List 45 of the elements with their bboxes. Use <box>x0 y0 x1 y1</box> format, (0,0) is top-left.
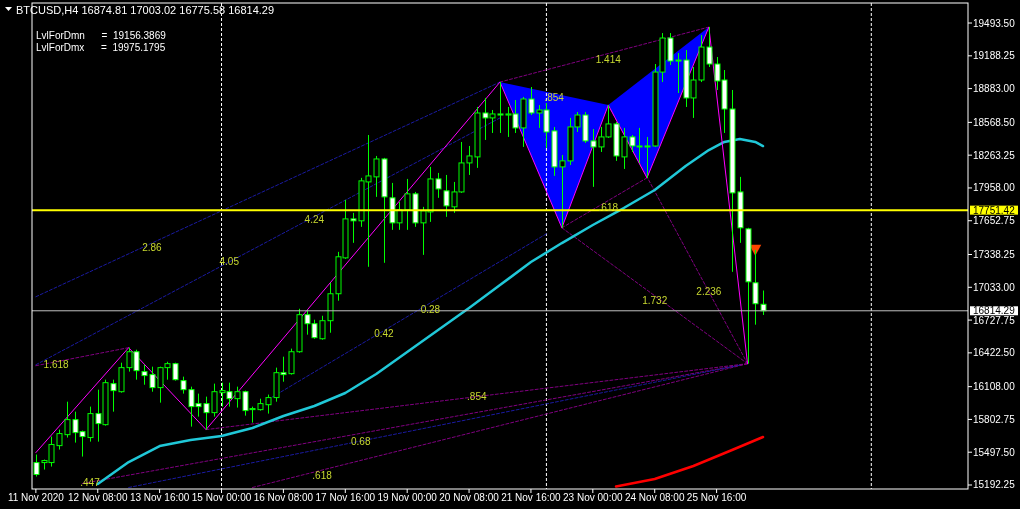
x-tick-label: 25 Nov 16:00 <box>686 492 747 503</box>
y-tick-label: 19188.25 <box>973 50 1016 62</box>
y-tick-label: 19493.50 <box>973 17 1016 29</box>
x-tick-label: 21 Nov 16:00 <box>501 492 562 503</box>
annotation: 4.05 <box>219 256 240 268</box>
annotation: 0.68 <box>351 435 371 447</box>
ref-line-label: 17751.42 <box>973 204 1016 216</box>
annotation: 0.42 <box>374 328 395 340</box>
y-tick-label: 16727.75 <box>973 314 1016 326</box>
x-tick-label: 23 Nov 00:00 <box>563 492 623 503</box>
annotation: .854 <box>467 391 487 403</box>
y-tick-label: 17338.25 <box>973 249 1016 261</box>
y-tick-label: 18883.00 <box>973 83 1016 95</box>
annotation: 4.24 <box>304 214 325 226</box>
y-tick-label: 15802.75 <box>973 413 1016 425</box>
x-tick-label: 15 Nov 00:00 <box>191 492 252 503</box>
annotation: .447 <box>80 476 101 488</box>
annotation: LvlForDmn = 19156.3869 <box>36 29 167 41</box>
annotation: 1.732 <box>642 295 668 307</box>
x-tick-label: 12 Nov 08:00 <box>68 492 128 503</box>
x-tick-label: 11 Nov 2020 <box>7 492 65 503</box>
x-tick-label: 16 Nov 08:00 <box>253 492 314 503</box>
annotation: 2.236 <box>696 286 722 298</box>
x-tick-label: 24 Nov 08:00 <box>624 492 685 503</box>
y-tick-label: 16422.50 <box>973 347 1016 359</box>
y-tick-label: 18568.50 <box>973 116 1016 128</box>
x-tick-label: 19 Nov 00:00 <box>377 492 438 503</box>
y-tick-label: 18263.25 <box>973 149 1016 161</box>
ref-line-label: 16814.29 <box>973 305 1016 317</box>
annotation: 1.414 <box>595 53 622 65</box>
annotation: .854 <box>544 92 565 104</box>
y-tick-label: 16108.00 <box>973 381 1016 393</box>
y-tick-label: 17958.00 <box>973 182 1016 194</box>
x-tick-label: 13 Nov 16:00 <box>129 492 190 503</box>
y-tick-label: 17652.75 <box>973 215 1016 227</box>
annotation: 2.86 <box>142 242 163 254</box>
annotation: .618 <box>312 470 333 482</box>
x-tick-label: 17 Nov 16:00 <box>315 492 376 503</box>
y-tick-label: 15192.25 <box>973 479 1016 491</box>
y-tick-label: 15497.50 <box>973 446 1016 458</box>
annotation: LvlForDmx = 19975.1795 <box>36 41 166 53</box>
x-tick-label: 20 Nov 08:00 <box>439 492 500 503</box>
annotation: 1.618 <box>43 358 70 370</box>
y-tick-label: 17033.00 <box>973 281 1016 293</box>
chart-title: BTCUSD,H4 16874.81 17003.02 16775.58 16814.29 <box>16 3 275 16</box>
